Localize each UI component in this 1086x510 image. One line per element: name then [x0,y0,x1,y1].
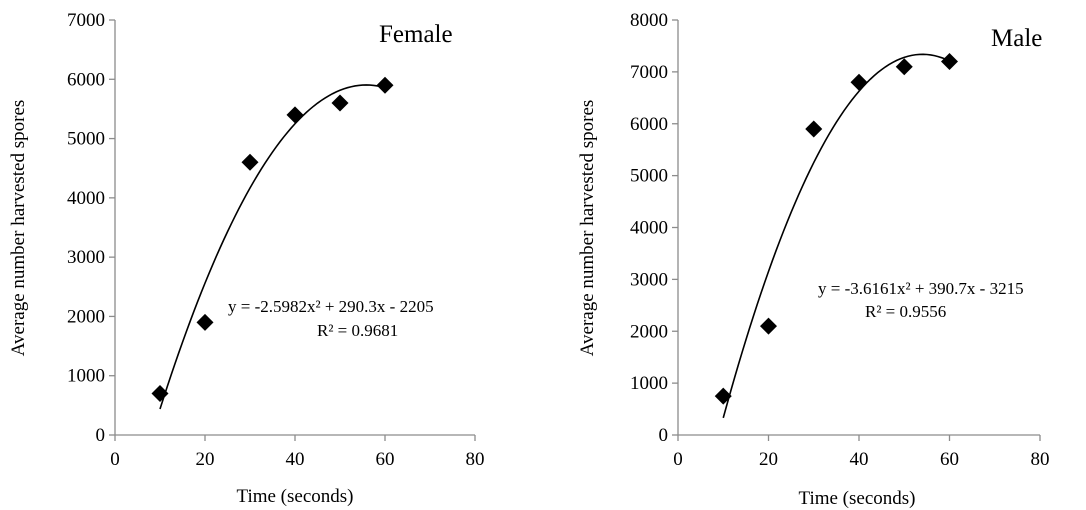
female-trendline [159,84,386,410]
female-data-point [196,313,214,331]
male-x-ticks: 0 20 40 60 80 [673,435,1050,470]
female-y-tick-label: 3000 [67,247,105,268]
female-x-tick-label: 20 [196,449,215,470]
male-y-ticks: 0 1000 2000 3000 4000 5000 6000 7000 8000 [630,10,678,446]
male-y-tick-label: 1000 [630,373,668,394]
female-x-tick-label: 40 [286,449,305,470]
male-x-tick-label: 80 [1031,449,1050,470]
female-x-tick-label: 0 [110,449,120,470]
male-data-point [850,73,868,91]
female-y-tick-label: 4000 [67,188,105,209]
male-data-point [941,53,958,70]
female-data-point [151,385,169,402]
male-y-axis-title: Average number harvested spores [577,100,598,357]
male-data-point [714,387,732,405]
male-y-tick-label: 0 [659,425,669,446]
male-data-point [805,120,823,138]
chart-male: 0 1000 2000 3000 4000 5000 6000 7000 8000 0 20 40 6… [577,10,1050,509]
female-y-tick-label: 2000 [67,306,105,327]
male-y-tick-label: 4000 [630,218,668,239]
male-plot: 0 1000 2000 3000 4000 5000 6000 7000 8000 0 20 40 6… [630,10,1050,470]
female-title: Female [379,21,453,48]
female-x-ticks: 0 20 40 60 80 [110,435,485,470]
female-y-tick-label: 7000 [67,10,105,31]
female-y-ticks: 0 1000 2000 3000 4000 5000 6000 7000 [67,10,115,446]
male-y-tick-label: 6000 [630,114,668,135]
female-y-tick-label: 0 [96,425,106,446]
female-data-point [331,94,349,112]
female-plot: 0 1000 2000 3000 4000 5000 6000 7000 0 20 40 60 80 [67,10,485,470]
male-y-tick-label: 2000 [630,321,668,342]
female-y-tick-label: 5000 [67,129,105,150]
male-x-tick-label: 60 [940,449,959,470]
male-data-points [714,53,958,405]
female-data-point [241,153,259,171]
female-x-tick-label: 60 [376,449,395,470]
male-trendline [722,53,950,419]
female-data-point [376,76,394,94]
male-y-tick-label: 7000 [630,62,668,83]
female-data-points [151,76,394,402]
male-y-tick-label: 8000 [630,10,668,31]
male-data-point [895,58,913,76]
male-y-tick-label: 5000 [630,166,668,187]
male-x-axis-title: Time (seconds) [799,488,916,509]
female-x-tick-label: 80 [466,449,485,470]
female-x-axis-title: Time (seconds) [237,486,354,507]
male-y-tick-label: 3000 [630,269,668,290]
female-y-tick-label: 1000 [67,366,105,387]
male-r-squared: R² = 0.9556 [865,302,946,321]
female-r-squared: R² = 0.9681 [317,321,398,340]
male-title: Male [991,25,1042,52]
female-y-axis-title: Average number harvested spores [8,100,29,357]
female-y-tick-label: 6000 [67,69,105,90]
female-trendline-equation: y = -2.5982x² + 290.3x - 2205 [228,297,434,316]
male-x-tick-label: 0 [673,449,683,470]
male-x-tick-label: 40 [850,449,869,470]
female-data-point [286,106,304,124]
male-x-tick-label: 20 [759,449,778,470]
male-trendline-equation: y = -3.6161x² + 390.7x - 3215 [818,279,1024,298]
male-data-point [760,317,777,335]
